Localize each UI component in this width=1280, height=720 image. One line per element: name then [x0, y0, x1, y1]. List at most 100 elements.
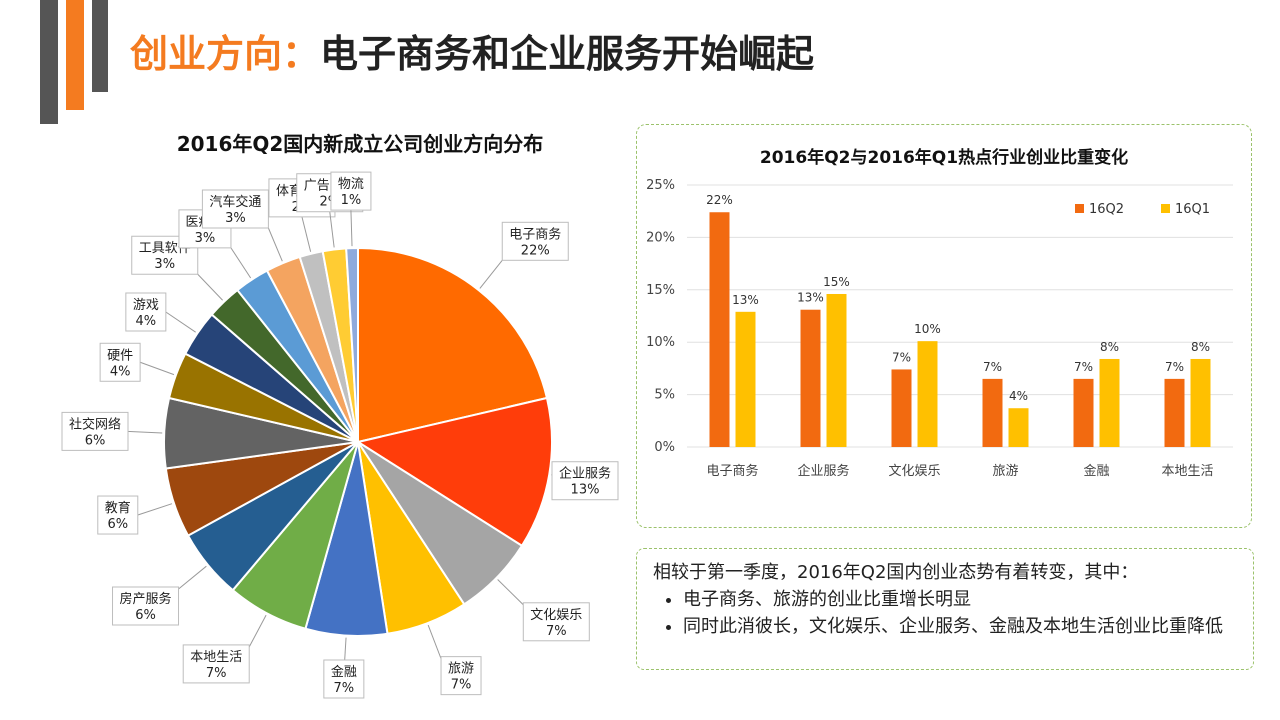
pie-label-box — [440, 656, 482, 696]
pie-label-name: 本地生活 — [190, 650, 242, 665]
pie-leader-line — [350, 210, 353, 247]
bar-16Q2 — [982, 378, 1003, 447]
legend-swatch — [1075, 204, 1084, 213]
bar-value-label: 4% — [1009, 389, 1028, 403]
y-tick-label: 25% — [646, 178, 675, 193]
pie-label-name: 旅游 — [448, 662, 474, 677]
pie-leader-line — [301, 216, 312, 252]
pie-label-name: 房产服务 — [120, 591, 172, 607]
pie-label-box — [501, 221, 569, 261]
pie-label-name: 企业服务 — [559, 466, 611, 482]
summary-list: 电子商务、旅游的创业比重增长明显 同时此消彼长，文化娱乐、企业服务、金融及本地生… — [653, 586, 1237, 640]
pie-label-value: 6% — [135, 608, 156, 623]
pie-chart: 电子商务22%企业服务13%文化娱乐7%旅游7%金融7%本地生活7%房产服务6%… — [61, 171, 619, 699]
pie-label-box — [522, 602, 590, 642]
pie-label-value: 4% — [136, 314, 157, 329]
x-category-label: 企业服务 — [797, 463, 849, 479]
x-category-label: 文化娱乐 — [888, 464, 940, 479]
bar-16Q1 — [826, 293, 847, 447]
x-category-label: 电子商务 — [706, 463, 758, 479]
pie-label-value: 3% — [225, 211, 246, 226]
pie-slice — [355, 396, 553, 548]
pie-label-value: 4% — [110, 364, 131, 379]
pie-label-value: 3% — [195, 231, 216, 246]
pie-label-value: 7% — [334, 681, 355, 696]
pie-label-name: 硬件 — [107, 348, 133, 363]
bar-value-label: 15% — [823, 275, 850, 289]
bar-16Q2 — [709, 212, 730, 447]
decor-bar-gray-right — [92, 0, 108, 92]
bar-value-label: 22% — [706, 193, 733, 207]
y-tick-label: 10% — [646, 335, 675, 350]
pie-label-value: 6% — [107, 517, 128, 532]
page-title-rest: 电子商务和企业服务开始崛起 — [320, 32, 815, 76]
pie-label-value: 3% — [154, 257, 175, 272]
bar-16Q2 — [800, 309, 821, 447]
bar-value-label: 8% — [1100, 340, 1119, 354]
pie-slice — [345, 246, 359, 443]
pie-leader-line — [267, 227, 283, 262]
summary-note: 相较于第一季度，2016年Q2国内创业态势有着转变，其中： 电子商务、旅游的创业… — [636, 548, 1254, 670]
pie-label-box — [330, 171, 372, 211]
page-title-lead: 创业方向： — [130, 32, 321, 76]
y-tick-label: 20% — [646, 230, 675, 245]
summary-intro: 相较于第一季度，2016年Q2国内创业态势有着转变，其中： — [653, 562, 1139, 583]
bar-value-label: 8% — [1191, 340, 1210, 354]
bar-value-label: 13% — [797, 291, 824, 305]
y-tick-label: 15% — [646, 283, 675, 298]
pie-label-name: 金融 — [331, 664, 357, 680]
bar-value-label: 7% — [1165, 360, 1184, 374]
pie-label-value: 22% — [521, 243, 550, 258]
pie-label-value: 7% — [451, 678, 472, 693]
pie-chart-title: 2016年Q2国内新成立公司创业方向分布 — [176, 132, 544, 156]
pie-leader-line — [427, 624, 442, 659]
pie-label-box — [182, 644, 250, 684]
summary-bullet: 同时此消彼长，文化娱乐、企业服务、金融及本地生活创业比重降低 — [683, 613, 1237, 640]
pie-label-name: 物流 — [338, 177, 364, 192]
pie-label-box — [551, 461, 619, 501]
bar-value-label: 10% — [914, 322, 941, 336]
pie-label-box — [112, 586, 180, 626]
pie-leader-line — [479, 259, 503, 289]
pie-leader-line — [137, 503, 173, 516]
pie-label-name: 工具软件 — [139, 241, 191, 256]
y-tick-label: 0% — [654, 440, 675, 455]
bar-16Q1 — [1008, 408, 1029, 447]
legend-label: 16Q1 — [1175, 202, 1210, 217]
pie-label-box — [201, 189, 269, 229]
pie-label-name: 文化娱乐 — [530, 608, 582, 623]
bar-16Q2 — [1164, 378, 1185, 447]
bar-value-label: 7% — [1074, 360, 1093, 374]
legend-swatch — [1161, 204, 1170, 213]
pie-leader-line — [165, 311, 196, 333]
summary-bullet: 电子商务、旅游的创业比重增长明显 — [683, 586, 1237, 613]
bar-value-label: 13% — [732, 293, 759, 307]
y-tick-label: 5% — [654, 388, 675, 403]
pie-label-value: 7% — [206, 666, 227, 681]
pie-label-box — [323, 659, 365, 699]
pie-label-value: 6% — [85, 433, 106, 448]
x-category-label: 金融 — [1083, 463, 1109, 479]
pie-leader-line — [248, 614, 267, 648]
pie-label-name: 电子商务 — [509, 226, 561, 242]
bar-value-label: 7% — [983, 360, 1002, 374]
pie-label-box — [125, 292, 167, 332]
bar-16Q1 — [1099, 358, 1120, 447]
x-category-label: 旅游 — [992, 464, 1018, 479]
bar-16Q1 — [735, 311, 756, 447]
x-category-label: 本地生活 — [1161, 464, 1213, 479]
pie-leader-line — [126, 430, 163, 434]
pie-label-name: 汽车交通 — [209, 194, 261, 210]
pie-leader-line — [497, 579, 524, 606]
legend-label: 16Q2 — [1089, 202, 1124, 217]
pie-label-name: 游戏 — [133, 298, 159, 313]
bar-16Q1 — [917, 341, 938, 447]
pie-label-value: 7% — [546, 624, 567, 639]
pie-label-value: 13% — [571, 483, 600, 498]
pie-leader-line — [230, 247, 252, 279]
pie-leader-line — [197, 273, 223, 301]
pie-label-name: 教育 — [105, 500, 131, 516]
pie-label-box — [61, 411, 129, 451]
pie-leader-line — [178, 565, 207, 590]
pie-label-value: 1% — [341, 193, 362, 208]
